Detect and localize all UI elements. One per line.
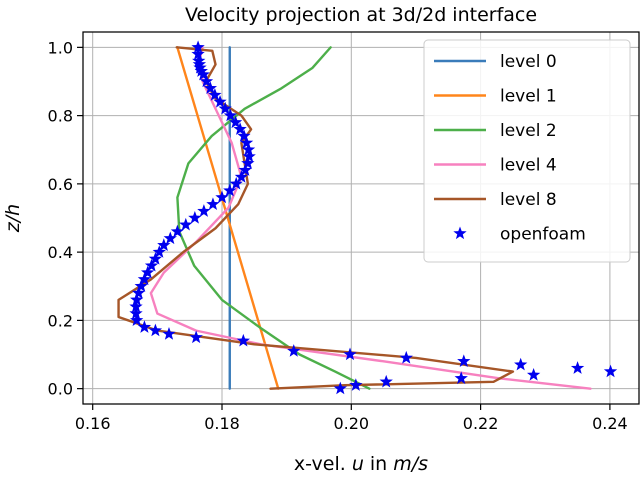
openfoam-point bbox=[152, 245, 166, 258]
openfoam-point bbox=[157, 238, 171, 251]
openfoam-point bbox=[236, 333, 250, 347]
x-tick-label: 0.18 bbox=[204, 414, 240, 433]
openfoam-point bbox=[199, 74, 214, 88]
legend-label: level 2 bbox=[500, 121, 557, 141]
openfoam-point bbox=[163, 231, 177, 245]
openfoam-point bbox=[570, 361, 585, 374]
x-tick-label: 0.20 bbox=[333, 414, 369, 433]
y-axis-label: z/h bbox=[2, 204, 24, 233]
legend-label: level 1 bbox=[500, 87, 557, 107]
openfoam-point bbox=[223, 108, 238, 122]
plot-area bbox=[117, 40, 618, 395]
openfoam-point bbox=[137, 320, 152, 333]
openfoam-point bbox=[191, 47, 205, 60]
openfoam-point bbox=[379, 374, 393, 388]
openfoam-point bbox=[130, 292, 144, 306]
y-tick-label: 0.0 bbox=[48, 380, 73, 399]
openfoam-point bbox=[137, 272, 152, 286]
legend-label: openfoam bbox=[500, 225, 586, 245]
openfoam-point bbox=[144, 258, 159, 272]
axis-ticks: 0.16 0.18 0.20 0.22 0.24 0.0 0.2 0.4 0.6 0.8 1.0 bbox=[48, 38, 628, 433]
chart-title: Velocity projection at 3d/2d interface bbox=[185, 4, 537, 26]
legend-star-marker bbox=[453, 226, 467, 240]
openfoam-point bbox=[140, 265, 155, 279]
openfoam-point bbox=[349, 378, 363, 391]
openfoam-point bbox=[213, 94, 227, 108]
openfoam-point bbox=[134, 279, 148, 292]
openfoam-point bbox=[218, 101, 232, 115]
openfoam-point bbox=[215, 190, 229, 204]
legend-label: level 0 bbox=[500, 52, 557, 72]
x-axis-label-prefix: x-vel. bbox=[294, 453, 352, 475]
openfoam-point bbox=[241, 142, 256, 156]
y-tick-label: 0.8 bbox=[48, 107, 73, 126]
openfoam-point bbox=[148, 251, 163, 265]
openfoam-point bbox=[333, 381, 347, 395]
openfoam-point bbox=[223, 183, 237, 197]
series-openfoam bbox=[129, 40, 618, 395]
openfoam-point bbox=[148, 323, 163, 337]
y-tick-label: 0.6 bbox=[48, 175, 73, 194]
legend-item-level-8: level 8 bbox=[434, 190, 557, 210]
x-tick-label: 0.24 bbox=[592, 414, 628, 433]
x-axis-label-unit: m/s bbox=[393, 453, 428, 475]
openfoam-point bbox=[239, 135, 254, 149]
openfoam-point bbox=[131, 286, 146, 299]
legend-label: level 4 bbox=[500, 156, 557, 176]
openfoam-point bbox=[197, 204, 211, 217]
legend-item-level-1: level 1 bbox=[434, 87, 557, 107]
series-line-level-1 bbox=[176, 46, 280, 390]
x-tick-label: 0.22 bbox=[463, 414, 499, 433]
openfoam-point bbox=[179, 217, 193, 231]
openfoam-point bbox=[287, 344, 301, 357]
y-tick-label: 0.4 bbox=[48, 243, 73, 262]
y-tick-label: 0.2 bbox=[48, 311, 73, 330]
openfoam-point bbox=[237, 129, 251, 142]
legend-item-level-2: level 2 bbox=[434, 121, 557, 141]
openfoam-point bbox=[162, 327, 176, 340]
openfoam-point bbox=[457, 354, 471, 367]
x-axis-label-variable: u bbox=[352, 453, 364, 475]
openfoam-point bbox=[233, 122, 247, 135]
openfoam-point bbox=[229, 176, 243, 190]
legend-label: level 8 bbox=[500, 190, 557, 210]
openfoam-point bbox=[238, 163, 252, 176]
x-tick-label: 0.16 bbox=[75, 414, 111, 433]
openfoam-point bbox=[208, 88, 222, 101]
openfoam-point bbox=[188, 211, 202, 224]
openfoam-point bbox=[526, 367, 541, 381]
y-tick-label: 1.0 bbox=[48, 38, 73, 57]
openfoam-point bbox=[241, 156, 255, 170]
openfoam-point bbox=[234, 170, 249, 183]
openfoam-point bbox=[603, 364, 618, 378]
openfoam-point bbox=[399, 350, 413, 364]
openfoam-point bbox=[191, 40, 205, 54]
openfoam-point bbox=[130, 313, 144, 327]
openfoam-point bbox=[206, 197, 220, 211]
legend-item-level-4: level 4 bbox=[434, 156, 557, 176]
series-line-level-4 bbox=[149, 46, 592, 390]
legend-item-openfoam: openfoam bbox=[453, 225, 586, 245]
x-axis-label-mid: in bbox=[364, 453, 393, 475]
openfoam-point bbox=[192, 54, 206, 67]
openfoam-point bbox=[343, 347, 357, 361]
openfoam-point bbox=[129, 306, 143, 320]
openfoam-point bbox=[129, 299, 143, 313]
openfoam-point bbox=[514, 357, 528, 371]
legend: level 0 level 1 level 2 level 4 level 8 openf… bbox=[423, 39, 631, 263]
openfoam-point bbox=[203, 81, 218, 94]
openfoam-point bbox=[242, 149, 256, 163]
x-axis-label: x-vel. u in m/s bbox=[294, 453, 428, 475]
openfoam-point bbox=[189, 330, 203, 344]
openfoam-point bbox=[170, 224, 185, 238]
openfoam-point bbox=[228, 115, 243, 129]
legend-item-level-0: level 0 bbox=[434, 52, 557, 72]
openfoam-point bbox=[454, 371, 468, 385]
plot-frame bbox=[82, 31, 640, 405]
